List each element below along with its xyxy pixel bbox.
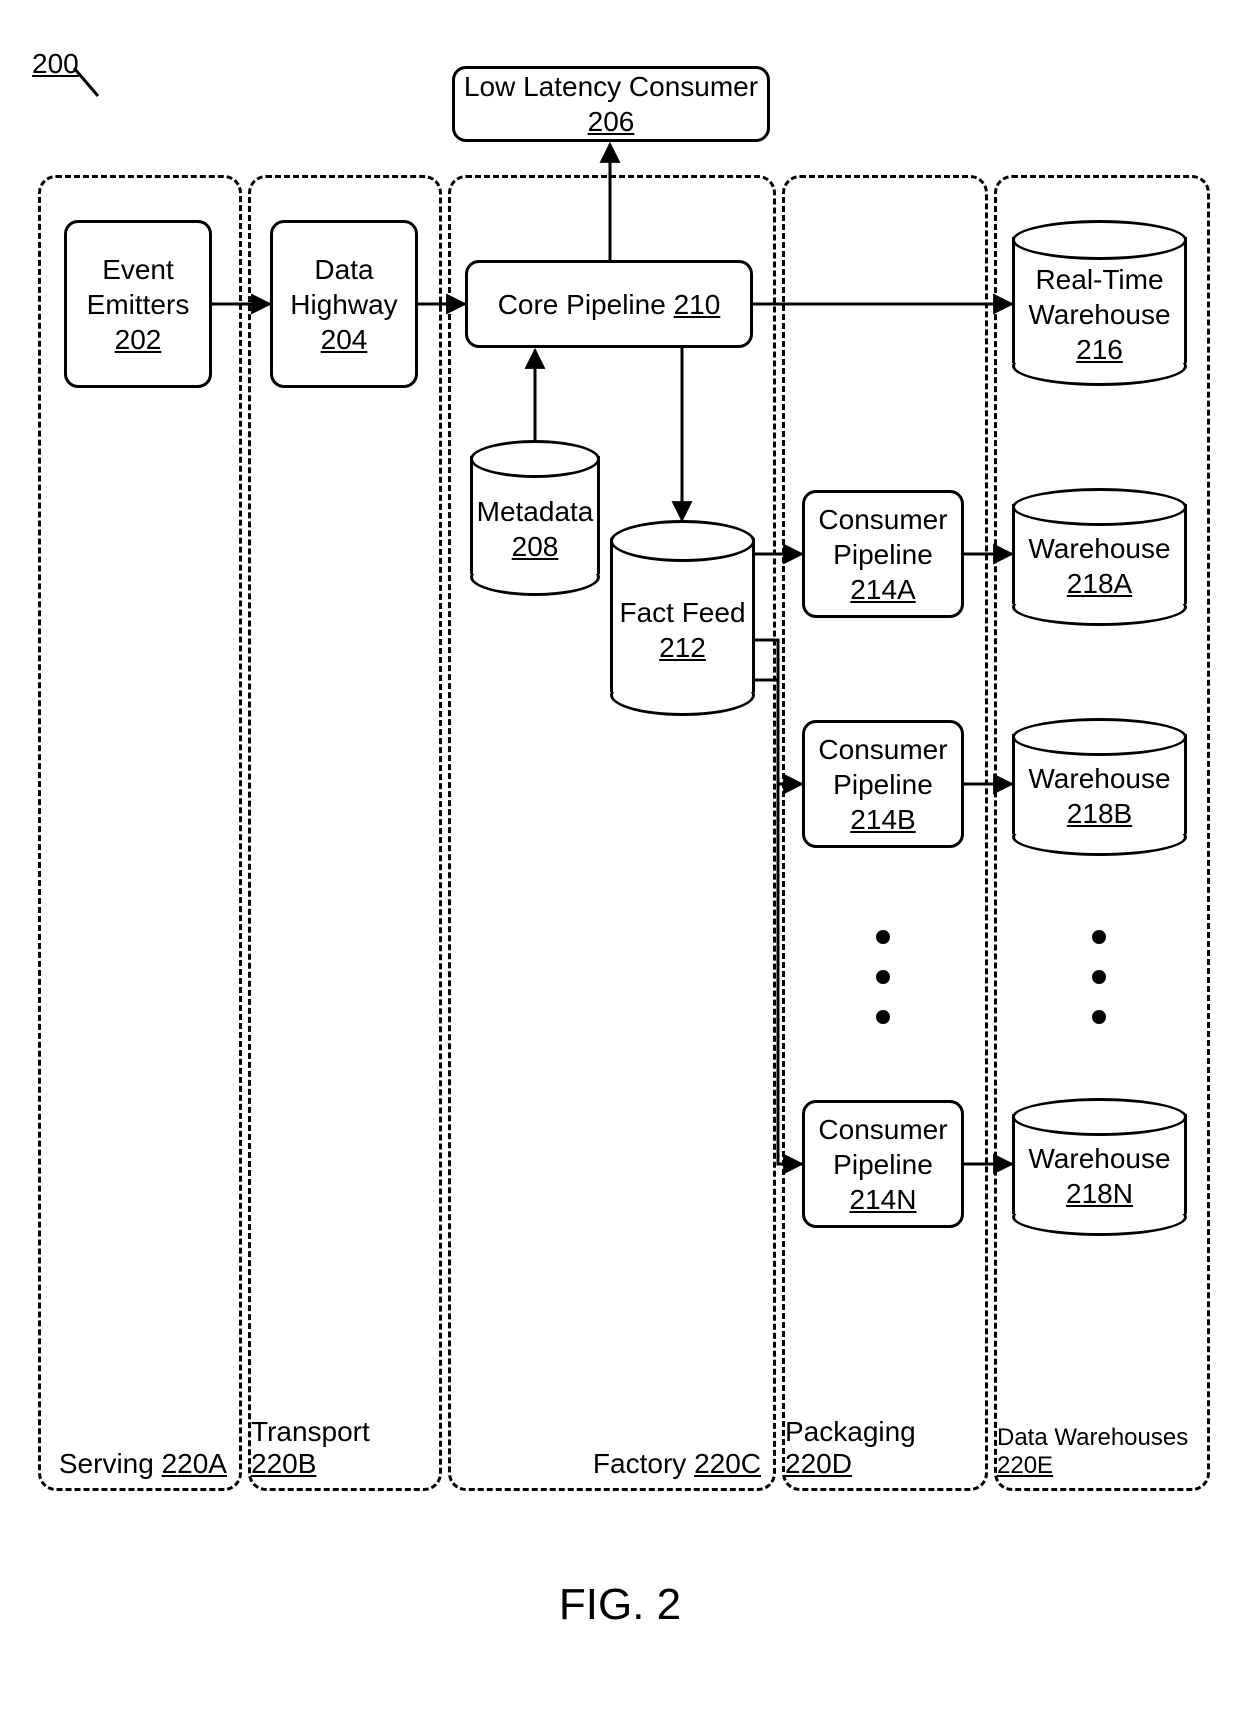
node-metadata: Metadata 208 — [470, 440, 600, 590]
node-event-emitters: Event Emitters 202 — [64, 220, 212, 388]
node-data-highway: Data Highway 204 — [270, 220, 418, 388]
node-ref: 218N — [1066, 1178, 1133, 1209]
ellipsis-dot — [876, 930, 890, 944]
region-ref: 220A — [162, 1448, 227, 1479]
node-text: Real-Time — [1035, 262, 1163, 297]
node-low-latency-consumer: Low Latency Consumer 206 — [452, 66, 770, 142]
node-warehouse-n: Warehouse 218N — [1012, 1098, 1187, 1230]
node-text: Consumer — [811, 502, 955, 537]
node-text: Pipeline — [833, 769, 933, 800]
node-warehouse-a: Warehouse 218A — [1012, 488, 1187, 620]
node-text: Metadata — [477, 494, 594, 529]
node-text: Pipeline — [833, 539, 933, 570]
node-consumer-pipeline-n: Consumer Pipeline 214N — [802, 1100, 964, 1228]
node-text: Consumer — [811, 1112, 955, 1147]
node-ref: 216 — [1076, 334, 1123, 365]
region-label-text: Packaging — [785, 1416, 916, 1447]
node-ref: 218A — [1067, 568, 1132, 599]
ellipsis-dot — [1092, 970, 1106, 984]
ellipsis-dot — [1092, 1010, 1106, 1024]
node-ref: 210 — [674, 289, 721, 320]
node-text: Core Pipeline — [498, 289, 666, 320]
figure-caption: FIG. 2 — [20, 1580, 1220, 1630]
diagram-canvas: 200 Low Latency Consumer 206 Serving 220… — [20, 20, 1220, 1701]
node-ref: 212 — [659, 630, 706, 665]
region-label-text: Transport — [251, 1416, 370, 1447]
node-text: Emitters — [87, 287, 190, 322]
node-ref: 206 — [588, 106, 635, 137]
node-text: Warehouse — [1028, 763, 1170, 794]
region-ref: 220B — [251, 1448, 316, 1479]
region-ref: 220D — [785, 1448, 852, 1479]
node-ref: 218B — [1067, 798, 1132, 829]
node-text: Pipeline — [833, 1149, 933, 1180]
node-ref: 214N — [850, 1184, 917, 1215]
node-ref: 214B — [850, 804, 915, 835]
node-fact-feed: Fact Feed 212 — [610, 520, 755, 710]
ellipsis-dot — [876, 1010, 890, 1024]
node-text: Event — [87, 252, 190, 287]
node-text: Warehouse — [1028, 299, 1170, 330]
node-warehouse-b: Warehouse 218B — [1012, 718, 1187, 850]
node-consumer-pipeline-a: Consumer Pipeline 214A — [802, 490, 964, 618]
ref-tick-icon — [72, 62, 122, 112]
node-text: Data — [290, 252, 397, 287]
ellipsis-dot — [876, 970, 890, 984]
node-text: Fact Feed — [619, 595, 745, 630]
region-factory: Factory 220C — [448, 175, 776, 1491]
node-text: Highway — [290, 287, 397, 322]
region-ref: 220E — [997, 1452, 1053, 1479]
node-ref: 208 — [512, 529, 559, 564]
ellipsis-dot — [1092, 930, 1106, 944]
node-ref: 202 — [87, 322, 190, 357]
node-core-pipeline-box: Core Pipeline 210 — [465, 260, 753, 348]
region-label-text: Data Warehouses — [997, 1424, 1188, 1451]
node-realtime-warehouse: Real-Time Warehouse 216 — [1012, 220, 1187, 380]
node-ref: 204 — [290, 322, 397, 357]
region-ref: 220C — [694, 1448, 761, 1479]
region-label-text: Serving — [59, 1448, 154, 1479]
node-text: Low Latency Consumer — [464, 71, 758, 102]
region-label-text: Factory — [593, 1448, 686, 1479]
node-text: Consumer — [811, 732, 955, 767]
node-ref: 214A — [850, 574, 915, 605]
node-text: Warehouse — [1028, 533, 1170, 564]
node-consumer-pipeline-b: Consumer Pipeline 214B — [802, 720, 964, 848]
node-text: Warehouse — [1028, 1143, 1170, 1174]
